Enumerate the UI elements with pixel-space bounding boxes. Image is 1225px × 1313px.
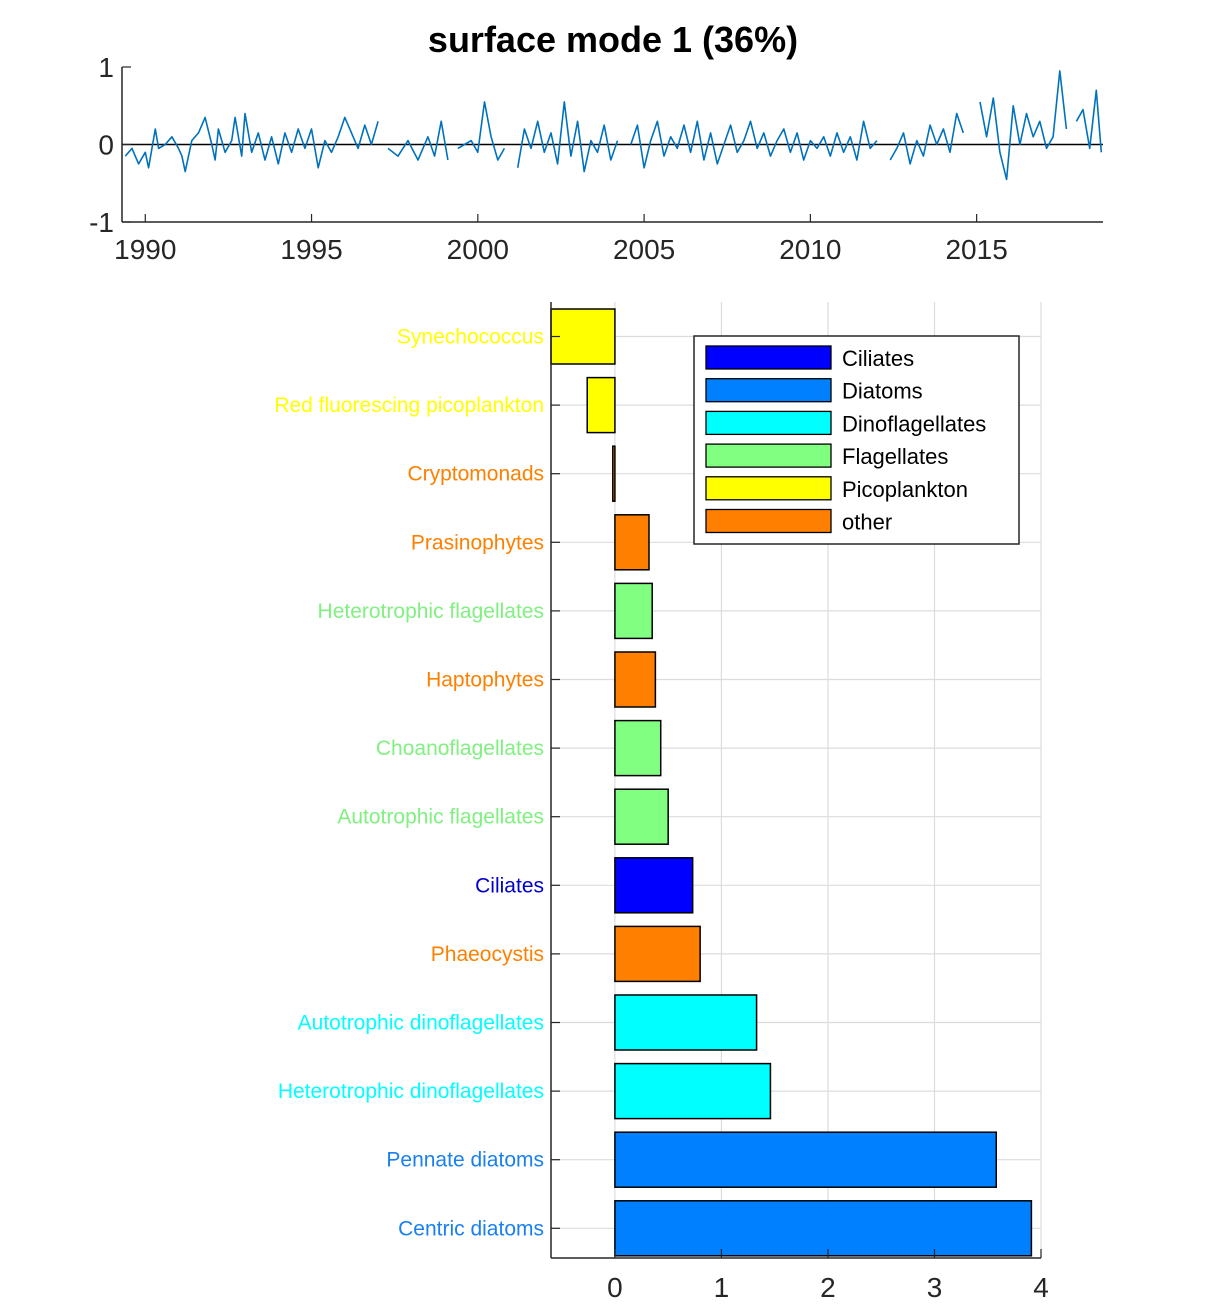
category-label: Choanoflagellates [376, 737, 544, 760]
x-tick-label: 2010 [779, 234, 841, 265]
series-line-segment [979, 70, 1068, 181]
x-tick-label: 2000 [447, 234, 509, 265]
category-label: Autotrophic dinoflagellates [298, 1012, 544, 1035]
legend-swatch [705, 410, 832, 436]
series-line-segment [124, 112, 379, 173]
series-line-segment [387, 120, 449, 161]
bar [614, 857, 694, 914]
legend-label: Ciliates [842, 346, 914, 371]
timeseries-axes: 1990 1995 2000 2005 2010 2015 1 0 -1 [89, 52, 1103, 265]
bar [614, 1131, 998, 1188]
y-tick-label: 0 [98, 130, 114, 161]
legend-swatch [705, 443, 832, 468]
category-label: Heterotrophic dinoflagellates [278, 1080, 544, 1103]
bar [586, 376, 616, 434]
bar-series [550, 308, 1033, 1257]
timeseries-panel: surface mode 1 (36%) 1990 1995 2000 2005 201… [89, 19, 1103, 265]
x-tick-label: 3 [927, 1272, 943, 1303]
x-tick-label: 2015 [945, 234, 1007, 265]
x-tick-label: 1995 [280, 234, 342, 265]
chart-title: surface mode 1 (36%) [428, 19, 798, 60]
series-line-segment [889, 112, 965, 165]
legend-swatch [705, 508, 832, 534]
series-line-segment [1075, 89, 1103, 153]
legend-label: Diatoms [842, 379, 923, 404]
legend: Ciliates Diatoms Dinoflagellates Flagellate… [693, 335, 1020, 545]
x-tick-label: 1990 [114, 234, 176, 265]
bar [614, 925, 701, 983]
legend-swatch [705, 476, 832, 501]
legend-label: Dinoflagellates [842, 411, 986, 436]
series-line-segment [516, 101, 619, 173]
legend-label: Picoplankton [842, 477, 968, 502]
y-tick-label: 1 [98, 52, 114, 83]
bar-chart-panel: Synechococcus Red fluorescing picoplankto… [274, 302, 1049, 1303]
bar [612, 445, 616, 502]
bar [614, 651, 657, 708]
legend-label: Flagellates [842, 444, 948, 469]
category-label: Phaeocystis [431, 943, 544, 966]
category-label: Haptophytes [426, 669, 544, 692]
bar [614, 788, 669, 845]
category-label: Ciliates [475, 874, 544, 897]
legend-label: other [842, 510, 892, 535]
category-label: Heterotrophic flagellates [318, 600, 544, 623]
category-label: Red fluorescing picoplankton [274, 394, 544, 417]
category-label: Pennate diatoms [386, 1149, 544, 1172]
legend-swatch [705, 378, 832, 403]
category-label: Synechococcus [397, 326, 544, 349]
bar [614, 514, 650, 571]
bar [614, 1062, 772, 1120]
series-line-segment [457, 101, 506, 161]
x-tick-label: 2 [820, 1272, 836, 1303]
legend-swatch [705, 345, 832, 370]
x-tick-label: 0 [607, 1272, 623, 1303]
bar [550, 308, 616, 365]
category-label: Cryptomonads [407, 463, 544, 486]
category-label: Autotrophic flagellates [337, 806, 544, 829]
series-line-segment [630, 120, 878, 169]
category-label: Prasinophytes [411, 531, 544, 554]
bar [614, 582, 653, 640]
bar [614, 719, 662, 777]
category-label: Centric diatoms [398, 1217, 544, 1240]
x-tick-label: 4 [1033, 1272, 1049, 1303]
bar [614, 994, 758, 1051]
y-tick-label: -1 [89, 207, 114, 238]
x-tick-label: 2005 [613, 234, 675, 265]
x-tick-label: 1 [714, 1272, 730, 1303]
bar [614, 1200, 1033, 1257]
bar-axes: Synechococcus Red fluorescing picoplankto… [274, 302, 1049, 1303]
timeseries-line [124, 70, 1103, 181]
